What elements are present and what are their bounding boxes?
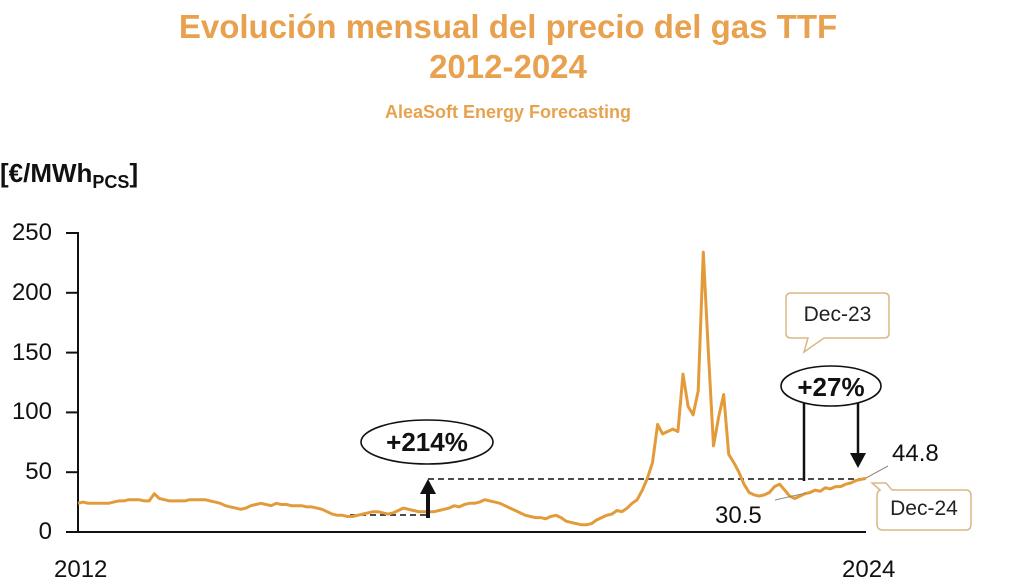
pct-27-ellipse (780, 365, 882, 407)
pct-214-ellipse (360, 419, 494, 465)
callout-dec23-box (785, 292, 890, 354)
value-dec23-label: 30.5 (715, 502, 762, 529)
ttf-price-line (77, 250, 867, 527)
leader-30-5 (774, 492, 807, 501)
arrow-up-icon (420, 479, 436, 494)
callout-dec24-label: Dec-24 (890, 497, 958, 520)
y-axis-unit-main: [€/MWh (0, 158, 93, 188)
callout-dec23-label: Dec-23 (803, 303, 872, 326)
y-tick-label: 200 (11, 278, 52, 306)
value-dec24-label: 44.8 (892, 440, 939, 467)
pct-214-label: +214% (386, 427, 468, 457)
y-tick-label: 150 (11, 338, 52, 366)
chart-title: Evolución mensual del precio del gas TTF (178, 8, 838, 45)
y-tick-label: 50 (25, 458, 52, 486)
y-tick-label: 100 (11, 398, 52, 426)
y-tick-label: 0 (38, 518, 52, 545)
y-axis-unit-close: ] (129, 158, 139, 188)
y-tick-label: 250 (11, 219, 52, 246)
pct-27-label: +27% (797, 372, 865, 402)
leader-44-8 (865, 465, 889, 479)
y-axis-unit-subscript: PCS (92, 172, 130, 192)
chart-title-years: 2012-2024 (429, 48, 587, 85)
chart-subtitle: AleaSoft Energy Forecasting (384, 102, 632, 122)
arrow-down-icon (850, 453, 866, 468)
y-axis-unit-label: [€/MWhPCS] (0, 158, 138, 193)
callout-dec24-box (870, 482, 972, 531)
y-axis-tick-marks (66, 232, 78, 533)
